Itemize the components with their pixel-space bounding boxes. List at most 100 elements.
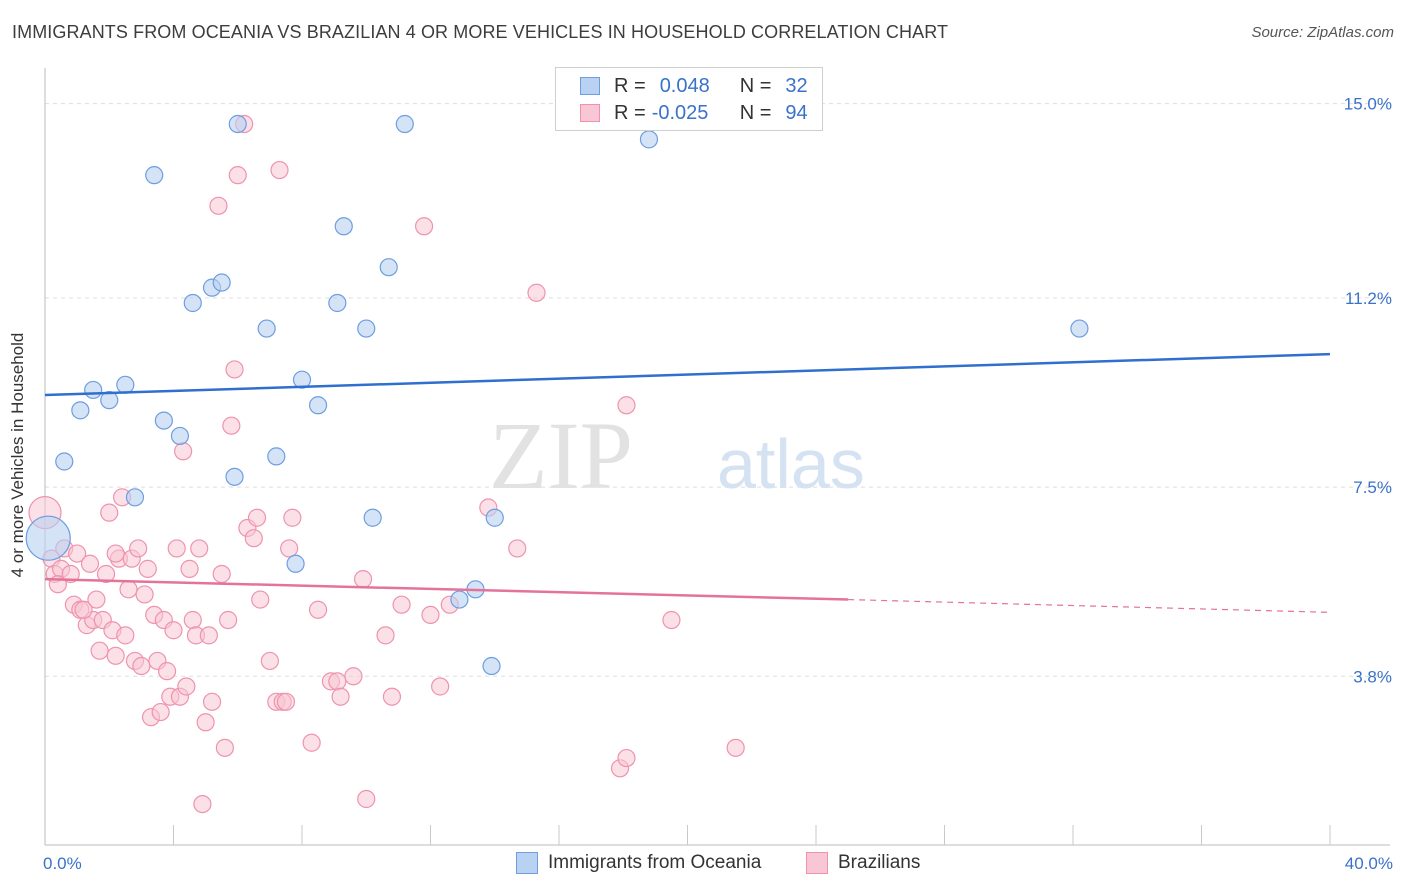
oceania-point [25, 515, 71, 561]
oceania-point [55, 452, 74, 471]
brazilians-point [382, 687, 402, 706]
brazilians-swatch [806, 852, 828, 874]
oceania-points [25, 114, 1089, 676]
oceania-point [328, 293, 347, 313]
brazilians-point [527, 283, 546, 302]
legend-item-oceania[interactable]: Immigrants from Oceania [516, 852, 761, 874]
r-value: 0.048 [659, 75, 710, 97]
brazilians-point [177, 677, 196, 696]
brazilians-point [392, 595, 411, 614]
brazilians-point [508, 539, 527, 558]
brazilians-point [209, 196, 228, 215]
oceania-point [100, 391, 119, 410]
brazilians-point [183, 610, 202, 630]
brazilians-point [247, 508, 267, 527]
brazilians-point [68, 544, 87, 563]
brazilians-point [225, 360, 244, 379]
oceania-point [154, 411, 173, 430]
oceania-point [183, 293, 202, 313]
axes [44, 68, 1390, 846]
oceania-swatch [516, 852, 538, 874]
legend-row-oceania: R = 0.048 N = 32 [556, 73, 808, 99]
watermark-zip: ZIP [489, 402, 633, 509]
y-tick-label: 3.8% [1353, 667, 1392, 686]
r-label: R = [614, 102, 646, 124]
oceania-point [125, 488, 145, 507]
brazilians-points [28, 114, 745, 814]
oceania-point [71, 401, 90, 420]
oceania-point [485, 508, 504, 527]
brazilians-point [260, 651, 279, 671]
legend-label: Brazilians [838, 852, 921, 873]
r-label: R = [614, 75, 646, 97]
oceania-point [357, 319, 376, 338]
n-value: 94 [785, 102, 808, 124]
brazilians-point [617, 748, 636, 768]
oceania-point [225, 467, 244, 486]
oceania-point [395, 114, 414, 134]
oceania-point [212, 273, 231, 292]
brazilians-point [87, 590, 106, 609]
brazilians-point [662, 610, 681, 630]
brazilians-point [344, 667, 363, 686]
brazilians-point [116, 626, 135, 645]
brazilians-point [196, 713, 215, 732]
source-label: Source: ZipAtlas.com [1251, 24, 1394, 41]
brazilians-point [215, 738, 234, 757]
oceania-point [84, 380, 103, 400]
oceania-point [1070, 319, 1089, 338]
brazilians-point [180, 559, 199, 578]
brazilians-point [357, 789, 376, 809]
brazilians-point [431, 677, 450, 696]
brazilians-point [328, 672, 347, 691]
brazilians-point [157, 662, 177, 681]
chart-title: IMMIGRANTS FROM OCEANIA VS BRAZILIAN 4 O… [12, 22, 949, 42]
oceania-point [334, 217, 353, 236]
brazilians-point [164, 621, 183, 640]
r-value: -0.025 [651, 102, 709, 124]
watermark: ZIP atlas [489, 402, 865, 509]
oceania-point [228, 114, 247, 134]
series-legend: Immigrants from Oceania Brazilians [0, 850, 1406, 880]
brazilians-point [151, 702, 170, 722]
brazilians-point [202, 692, 222, 711]
y-tick-label: 7.5% [1353, 478, 1392, 497]
brazilians-point [138, 559, 157, 578]
brazilians-point [376, 626, 395, 645]
brazilians-point [106, 544, 125, 563]
brazilians-point [276, 692, 296, 711]
brazilians-point [90, 641, 109, 660]
brazilians-point [302, 733, 321, 752]
oceania-point [145, 166, 164, 185]
n-value: 32 [785, 75, 808, 97]
brazilians-point [726, 738, 745, 757]
brazilians-point [222, 416, 241, 435]
oceania-swatch [580, 77, 600, 95]
oceania-point [116, 375, 135, 394]
brazilians-point [212, 564, 231, 584]
brazilians-point [129, 539, 148, 558]
x-tick-label: 0.0% [43, 854, 82, 873]
brazilians-point [308, 600, 328, 619]
brazilians-point [228, 166, 247, 185]
brazilians-point [80, 554, 100, 573]
brazilians-trend-extension [848, 598, 1331, 613]
oceania-point [450, 590, 469, 609]
brazilians-point [244, 529, 263, 548]
oceania-point [286, 554, 305, 573]
brazilians-point [61, 564, 80, 584]
brazilians-point [219, 610, 238, 630]
n-label: N = [739, 75, 772, 97]
brazilians-point [353, 570, 373, 589]
legend-item-brazilians[interactable]: Brazilians [806, 852, 920, 874]
oceania-point [639, 130, 659, 149]
brazilians-point [96, 564, 116, 584]
oceania-point [257, 319, 276, 338]
oceania-point [267, 447, 286, 466]
correlation-legend: R = 0.048 N = 32 R = -0.025 N = 94 [555, 67, 823, 131]
oceania-point [482, 656, 501, 676]
brazilians-point [617, 396, 636, 415]
legend-row-brazilians: R = -0.025 N = 94 [556, 100, 808, 126]
brazilians-swatch [580, 104, 600, 122]
brazilians-point [135, 585, 154, 604]
